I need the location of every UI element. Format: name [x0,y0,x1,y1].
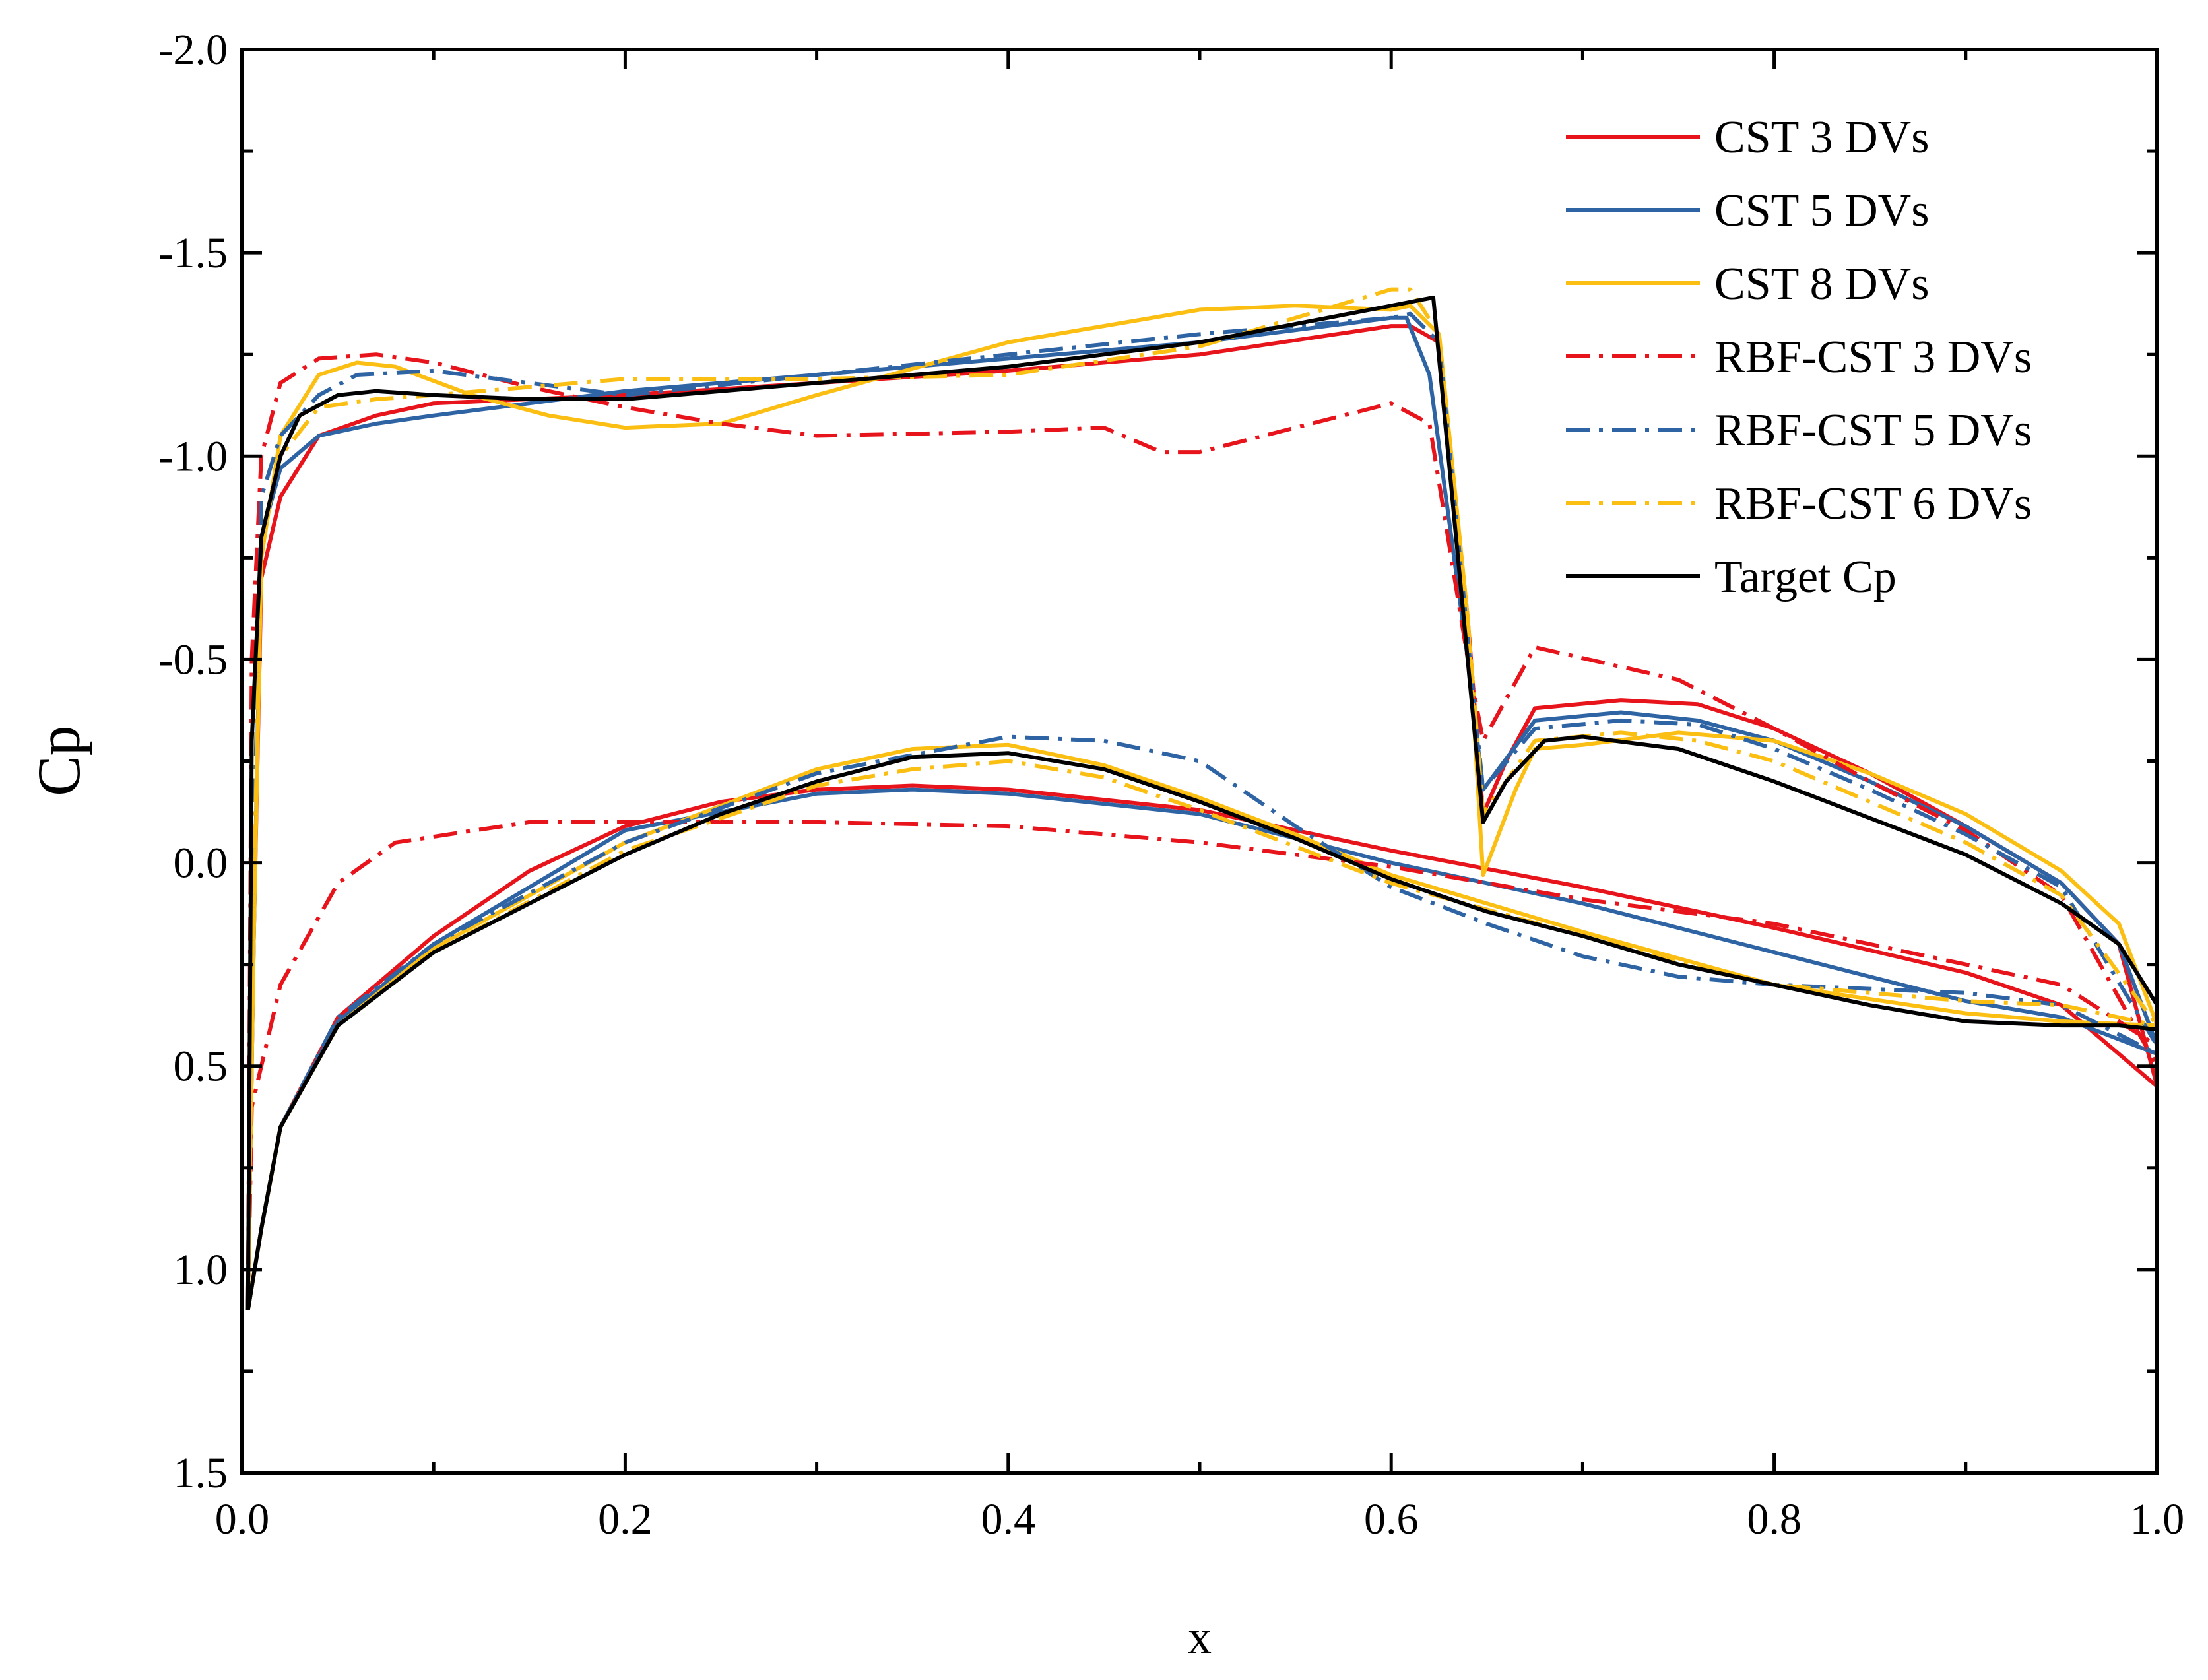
series-target-cp-lower [245,751,2158,1310]
series-target-cp-upper [245,295,2159,1310]
y-tick-label: 1.0 [174,1246,228,1294]
series-cst-3-dvs-lower [245,783,2159,1310]
y-tick-label: 1.5 [174,1449,228,1497]
x-tick-label: 0.6 [1364,1495,1419,1543]
series-layer [245,287,2159,1310]
y-tick-label: -2.0 [159,26,228,74]
y-axis-label: Cp [25,725,92,796]
series-cst-5-dvs-upper [245,315,2159,1310]
legend-label-rbf-cst-5-dvs: RBF-CST 5 DVs [1714,405,2032,456]
legend-label-rbf-cst-6-dvs: RBF-CST 6 DVs [1714,478,2032,529]
x-tick-label: 0.2 [598,1495,653,1543]
series-rbf-cst-3-dvs-lower [245,820,2159,1310]
legend-label-cst-8-dvs: CST 8 DVs [1714,259,1929,309]
legend-label-rbf-cst-3-dvs: RBF-CST 3 DVs [1714,332,2032,383]
y-tick-label: 0.5 [174,1043,228,1091]
x-tick-label: 1.0 [2130,1495,2185,1543]
ticks-layer: 0.0 0.2 0.4 0.6 0.8 1.0 -2.0 -1.5 -1.0 -0.5 0.0 0.5… [159,26,2185,1543]
legend-label-cst-3-dvs: CST 3 DVs [1714,112,1929,163]
legend-label-cst-5-dvs: CST 5 DVs [1714,185,1929,236]
y-tick-label: 0.0 [174,839,228,888]
y-tick-label: -1.5 [159,229,228,277]
series-rbf-cst-5-dvs-upper [245,311,2159,1310]
x-tick-label: 0.4 [981,1495,1036,1543]
legend-label-target-cp: Target Cp [1714,552,1897,602]
series-cst-8-dvs-upper [245,304,2159,1310]
legend: CST 3 DVs CST 5 DVs CST 8 DVs RBF-CST 3 DVs… [1566,112,2032,602]
x-tick-label: 0.0 [215,1495,270,1543]
series-cst-8-dvs-lower [245,742,2158,1310]
x-tick-label: 0.8 [1747,1495,1802,1543]
y-tick-label: -0.5 [159,635,228,684]
x-axis-label: x [1188,1611,1212,1664]
y-tick-label: -1.0 [159,432,228,480]
series-rbf-cst-6-dvs-lower [245,759,2158,1310]
